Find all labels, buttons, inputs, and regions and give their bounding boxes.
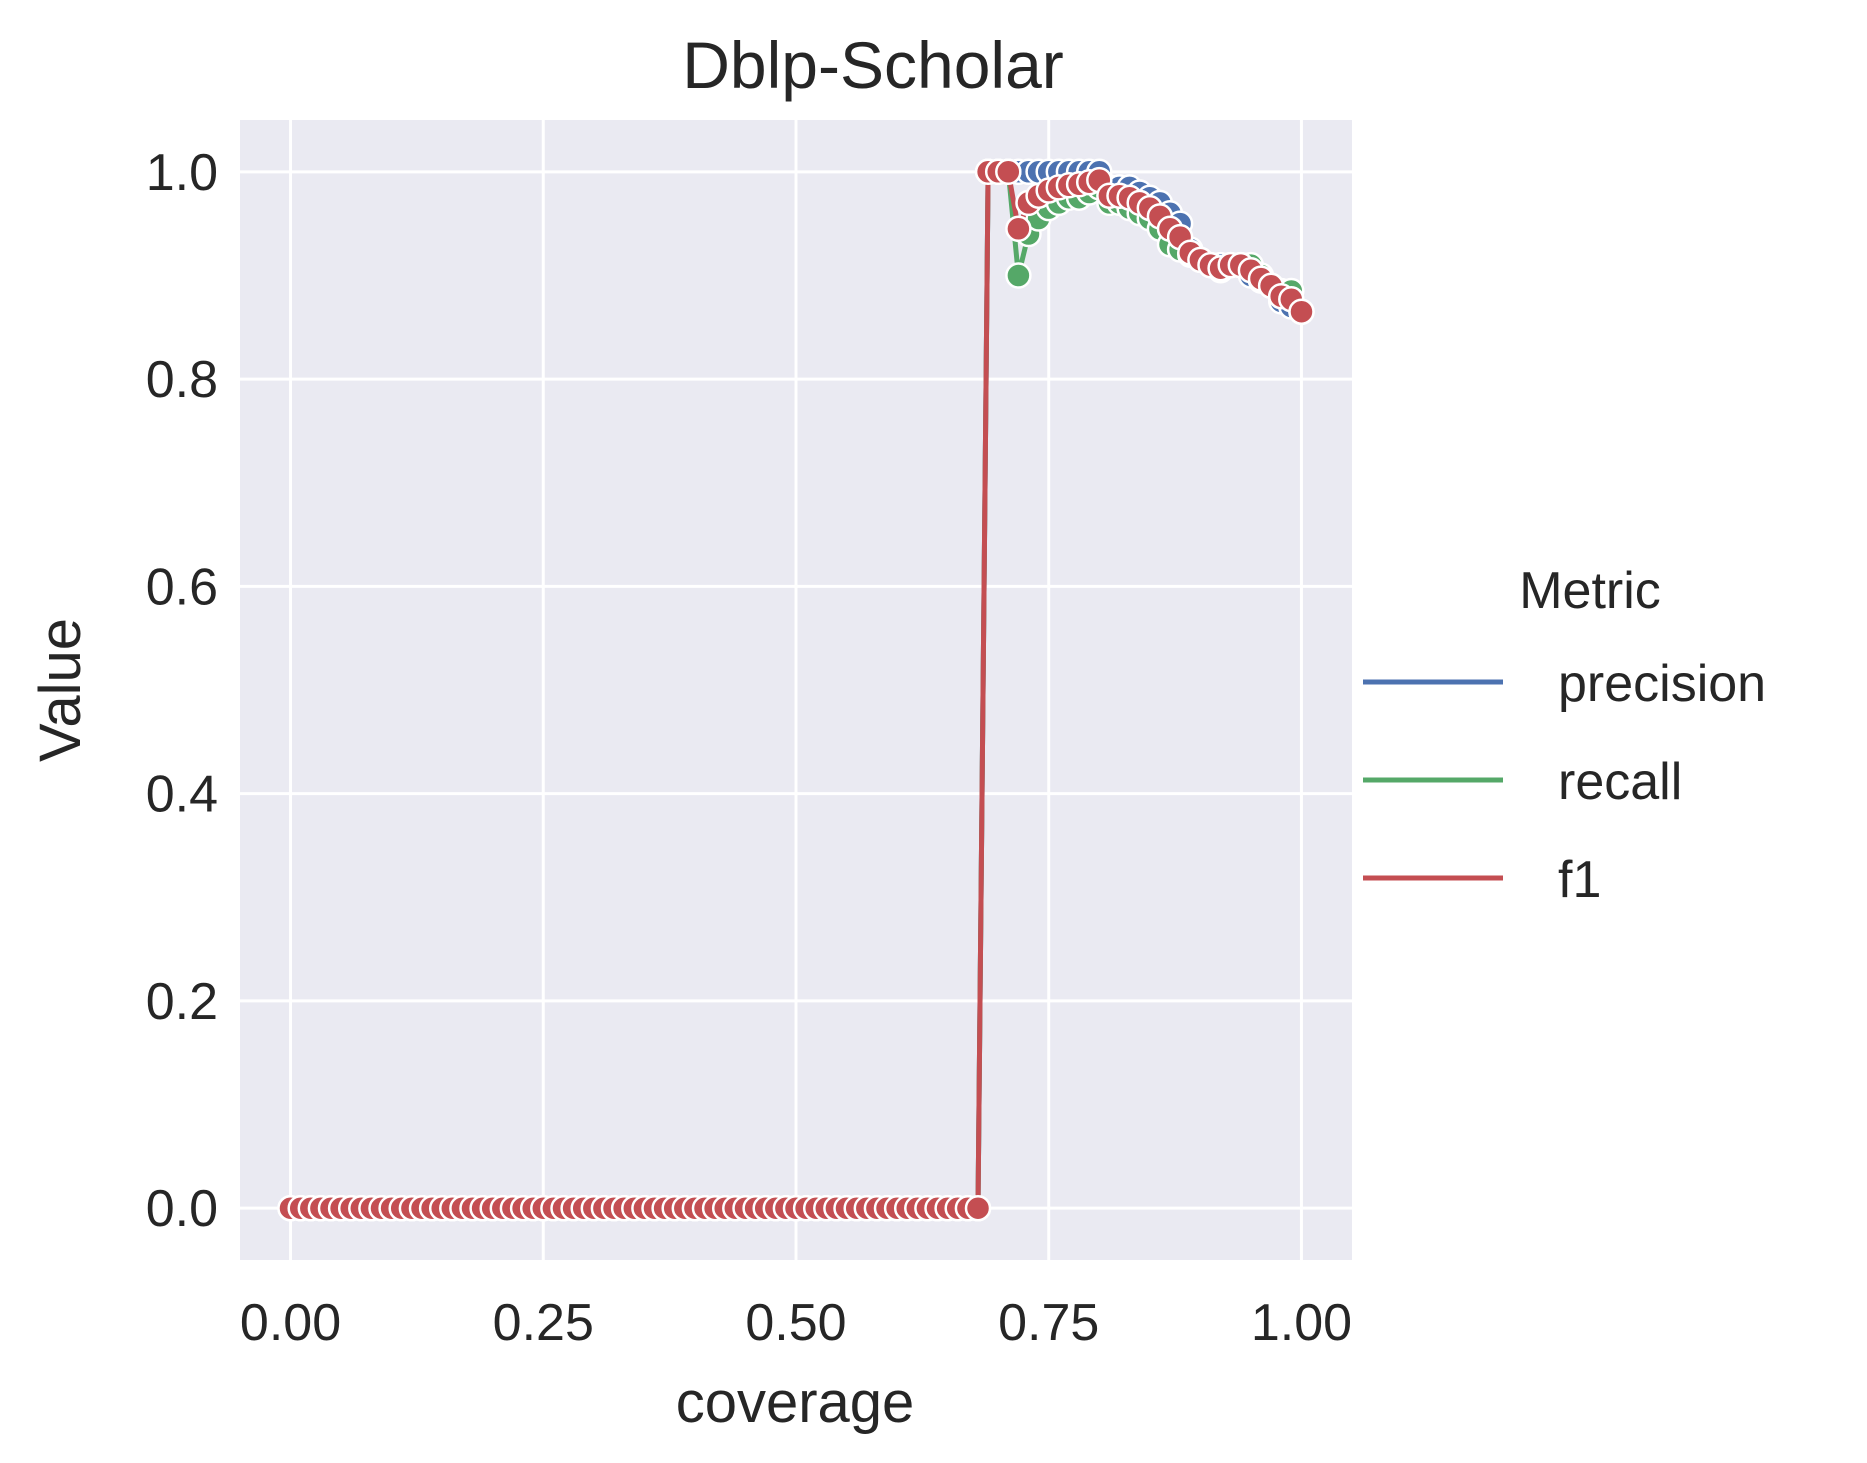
x-tick-label: 1.00	[1251, 1294, 1352, 1352]
legend-title: Metric	[1519, 562, 1661, 620]
y-tick-label: 1.0	[146, 144, 218, 202]
legend-label: f1	[1558, 851, 1601, 909]
legend-label: precision	[1558, 655, 1766, 713]
x-tick-label: 0.00	[240, 1294, 341, 1352]
x-axis-label: coverage	[676, 1370, 915, 1435]
x-tick-label: 0.50	[745, 1294, 846, 1352]
series-f1	[277, 158, 1315, 1222]
legend-item-precision: precision	[1363, 655, 1766, 713]
y-tick-label: 0.0	[146, 1180, 218, 1238]
chart-title: Dblp-Scholar	[682, 28, 1064, 102]
y-tick-label: 0.8	[146, 351, 218, 409]
data-point-f1	[995, 158, 1022, 186]
legend-label: recall	[1558, 753, 1682, 811]
y-tick-label: 0.4	[146, 766, 218, 824]
legend: Metric precision recall f1	[1363, 562, 1766, 909]
series-layer	[277, 158, 1315, 1222]
x-tick-label: 0.25	[493, 1294, 594, 1352]
data-point-recall	[1005, 262, 1032, 289]
y-tick-label: 0.6	[146, 558, 218, 616]
legend-items: precision recall f1	[1363, 655, 1766, 909]
y-axis-label: Value	[28, 618, 93, 762]
y-tick-label: 0.2	[146, 973, 218, 1031]
grid	[240, 120, 1352, 1260]
data-point-f1	[1288, 298, 1315, 325]
x-tick-label: 0.75	[998, 1294, 1099, 1352]
data-point-f1	[1005, 215, 1032, 243]
ticks: 0.00 0.25 0.50 0.75 1.00 0.0 0.2 0.4 0.6 0.8 1.0	[146, 144, 1352, 1352]
legend-item-f1: f1	[1363, 851, 1601, 909]
data-point-f1	[964, 1194, 992, 1222]
legend-item-recall: recall	[1363, 753, 1682, 811]
